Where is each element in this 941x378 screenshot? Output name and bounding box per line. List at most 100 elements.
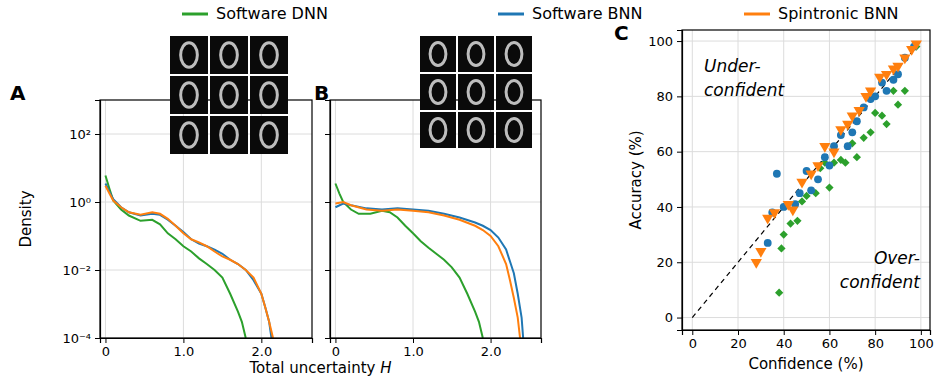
tick-label: 10⁻² [62, 263, 91, 278]
tick-label: 0 [332, 344, 340, 359]
tick-label: 40 [656, 200, 673, 215]
grid-line [783, 30, 784, 330]
figure: 01.02.010⁻⁴10⁻²10⁰10²ADensityTotal uncer… [0, 0, 941, 378]
tick: 2.0 [481, 338, 502, 359]
plot-area [692, 41, 922, 318]
series-line [335, 204, 523, 338]
grid-line [105, 100, 106, 338]
legend-swatch [182, 13, 208, 16]
axis-line [95, 101, 101, 339]
tick-label: 0 [102, 344, 110, 359]
inset-image [496, 112, 532, 148]
plot-area [335, 184, 523, 338]
inset-glyph [221, 83, 238, 107]
panel: 01.02.010⁻⁴10⁻²10⁰10²ADensityTotal uncer… [10, 81, 392, 377]
tick: 20 [730, 330, 747, 351]
plot-area [105, 176, 273, 338]
scatter-point [828, 148, 839, 158]
scatter-point [814, 175, 822, 183]
inset-glyph [181, 83, 198, 107]
panel: 01.02.0B [314, 81, 542, 359]
inset-image [496, 74, 532, 110]
scatter-point [826, 162, 834, 170]
grid-line [100, 202, 312, 203]
inset-glyph [261, 43, 278, 67]
tick-mark [261, 338, 262, 343]
legend-swatch [744, 13, 770, 16]
plot-frame [682, 30, 930, 330]
grid-line [682, 317, 930, 318]
series-line [335, 202, 520, 338]
scatter-point [796, 189, 804, 197]
annotation: Under-confident [704, 56, 786, 100]
legend: Software DNN Software BNN Spintronic BNN [182, 4, 899, 23]
inset-image [250, 36, 288, 74]
annotation: Over-confident [840, 248, 922, 292]
tick-label: 20 [730, 336, 747, 351]
scatter-point [821, 153, 829, 161]
inset-image [250, 116, 288, 154]
inset-glyph [468, 42, 484, 65]
tick-mark [325, 338, 330, 339]
inset-images [420, 36, 532, 148]
x-axis-title: Total uncertainty H [248, 359, 391, 377]
inset-image [210, 116, 248, 154]
tick-mark [325, 270, 330, 271]
legend-label: Spintronic BNN [778, 4, 899, 23]
tick-mark [95, 134, 100, 135]
inset-image [496, 36, 532, 72]
plot-frame [100, 100, 312, 338]
legend-swatch [498, 13, 524, 16]
scatter-point [812, 162, 823, 172]
scatter-point [806, 171, 817, 181]
grid-line [682, 206, 930, 207]
scatter-point [899, 54, 910, 64]
tick-mark [921, 330, 922, 335]
inset-image [210, 76, 248, 114]
tick: 10² [69, 127, 100, 142]
tick [325, 134, 330, 135]
legend-label: Software DNN [216, 4, 328, 23]
scatter-point [807, 186, 815, 194]
grid-line [330, 202, 541, 203]
inset-glyph [468, 118, 484, 141]
inset-image [420, 36, 456, 72]
scatter-point [769, 209, 780, 219]
axis-line [677, 31, 683, 331]
tick-label: 100 [909, 336, 934, 351]
tick-mark [95, 338, 100, 339]
inset-image [170, 36, 208, 74]
tick: 80 [867, 330, 884, 351]
scatter-point [755, 248, 766, 258]
tick-mark [738, 330, 739, 335]
plot-frame [330, 100, 541, 338]
scatter-point [764, 239, 772, 247]
scatter-point [798, 197, 806, 205]
tick-mark [325, 134, 330, 135]
series-line [692, 41, 921, 317]
tick: 0 [332, 338, 340, 359]
panel-letter: B [314, 81, 329, 105]
tick-mark [325, 202, 330, 203]
scatter-point [866, 128, 874, 136]
panel-letter: A [10, 81, 26, 105]
tick-label: 20 [656, 255, 673, 270]
scatter-point [751, 259, 762, 269]
tick [325, 270, 330, 271]
y-axis-title: Density [17, 190, 35, 247]
tick-label: 80 [656, 89, 673, 104]
tick: 10⁻² [62, 263, 100, 278]
tick-mark [95, 202, 100, 203]
tick-label: 0 [689, 336, 697, 351]
tick-mark [677, 207, 682, 208]
inset-glyph [221, 123, 238, 147]
tick [325, 202, 330, 203]
grid-line [335, 100, 336, 338]
tick: 100 [648, 34, 682, 49]
scatter-point [901, 87, 909, 95]
legend-label: Software BNN [532, 4, 643, 23]
inset-glyph [261, 83, 278, 107]
scatter-point [775, 289, 783, 297]
y-axis-title: Accuracy (%) [627, 130, 645, 229]
scatter-point [894, 101, 902, 109]
